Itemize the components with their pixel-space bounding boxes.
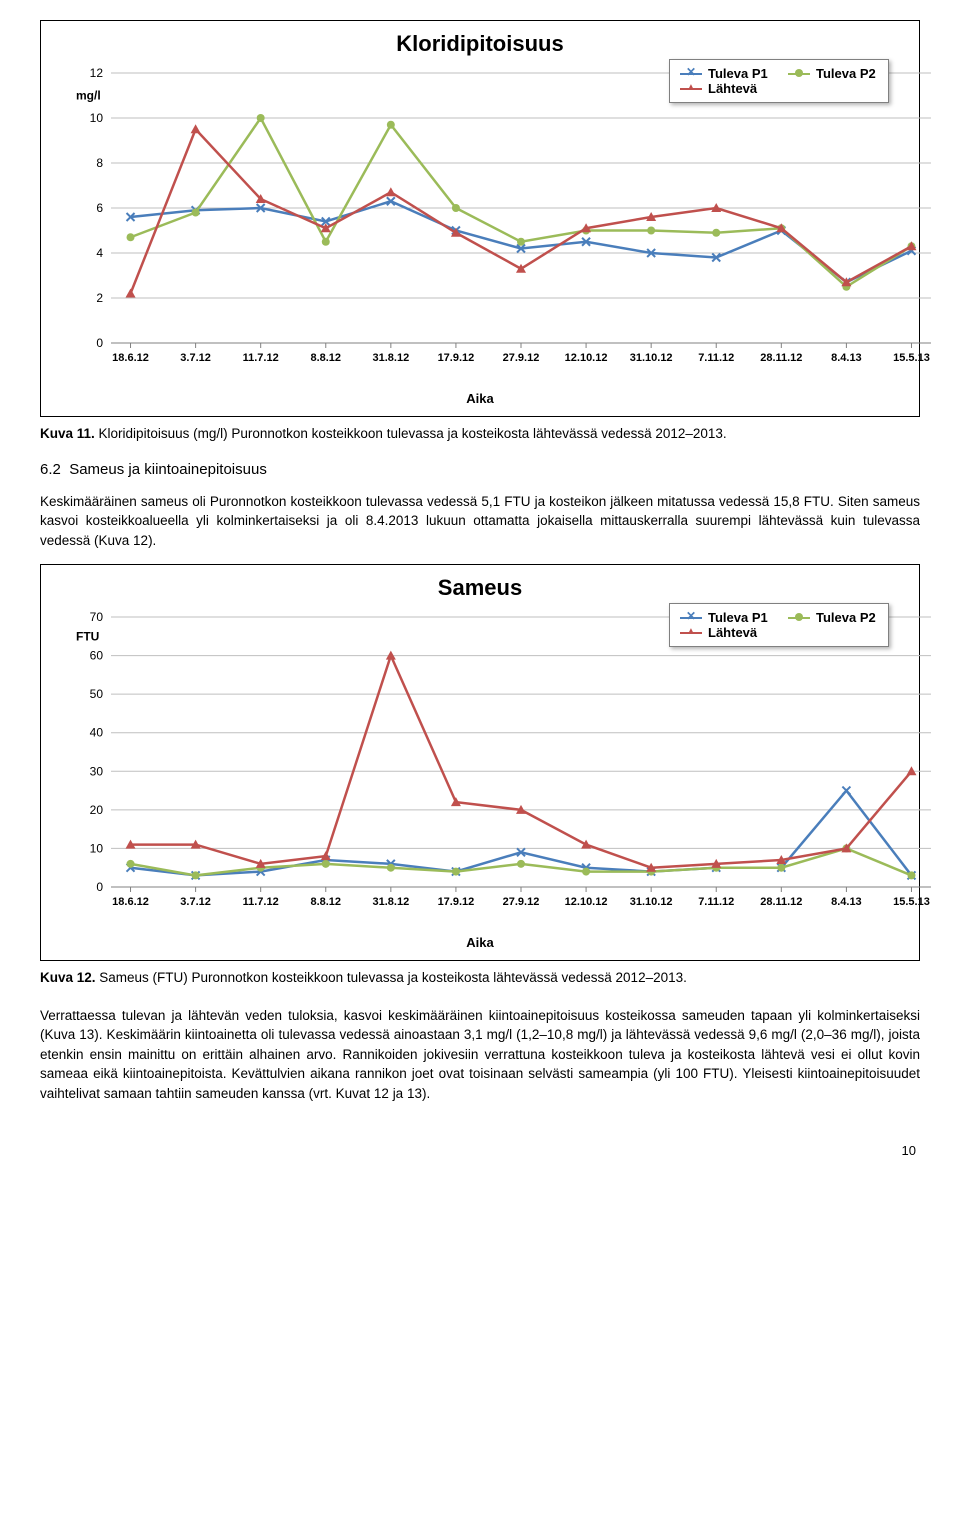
chart2-title: Sameus (61, 575, 899, 601)
svg-text:15.5.13: 15.5.13 (893, 352, 930, 364)
legend-lahteva: ▲ Lähtevä (680, 81, 770, 96)
triangle-marker-icon: ▲ (680, 88, 702, 90)
x-marker-icon: ✕ (680, 617, 702, 619)
section-title: Sameus ja kiintoainepitoisuus (69, 461, 267, 478)
caption-text: Kloridipitoisuus (mg/l) Puronnotkon kost… (95, 426, 727, 441)
svg-text:mg/l: mg/l (76, 89, 101, 103)
x-marker-icon: ✕ (680, 73, 702, 75)
svg-text:31.8.12: 31.8.12 (372, 896, 409, 908)
svg-text:4: 4 (96, 246, 103, 260)
caption-kuva12: Kuva 12. Sameus (FTU) Puronnotkon kostei… (40, 969, 920, 987)
chart2-legend: ✕ Tuleva P1 Tuleva P2 ▲ Lähtevä (669, 603, 889, 647)
page-number: 10 (40, 1143, 920, 1158)
svg-text:50: 50 (90, 688, 104, 702)
svg-text:30: 30 (90, 765, 104, 779)
chart1-legend: ✕ Tuleva P1 Tuleva P2 ▲ Lähtevä (669, 59, 889, 103)
chart2-plot: 0 10 20 30 40 50 60 70 FTU 18.6.12 3.7.12 11.7.12 8.… (61, 607, 899, 927)
legend-tuleva-p1: ✕ Tuleva P1 (680, 610, 770, 625)
svg-text:3.7.12: 3.7.12 (180, 352, 211, 364)
svg-text:15.5.13: 15.5.13 (893, 896, 930, 908)
svg-text:3.7.12: 3.7.12 (180, 896, 211, 908)
circle-marker-icon (788, 73, 810, 75)
svg-text:17.9.12: 17.9.12 (438, 896, 475, 908)
paragraph-2: Verrattaessa tulevan ja lähtevän veden t… (40, 1006, 920, 1104)
legend-label: Tuleva P2 (816, 66, 876, 81)
legend-label: Tuleva P1 (708, 610, 768, 625)
legend-label: Lähtevä (708, 81, 757, 96)
chart1-plot: 0 2 4 6 8 10 12 mg/l 18.6.12 3.7.12 11.7.12 8.8.12 3… (61, 63, 899, 383)
caption-text: Sameus (FTU) Puronnotkon kosteikkoon tul… (96, 970, 687, 985)
svg-text:8: 8 (96, 156, 103, 170)
svg-text:8.4.13: 8.4.13 (831, 896, 862, 908)
svg-text:8.8.12: 8.8.12 (310, 896, 341, 908)
svg-text:6: 6 (96, 201, 103, 215)
svg-text:11.7.12: 11.7.12 (243, 352, 279, 364)
svg-text:8.8.12: 8.8.12 (310, 352, 341, 364)
svg-text:0: 0 (96, 336, 103, 350)
caption-prefix: Kuva 11. (40, 426, 95, 441)
svg-text:8.4.13: 8.4.13 (831, 352, 862, 364)
chart1-x-axis-label: Aika (61, 391, 899, 406)
svg-text:28.11.12: 28.11.12 (760, 896, 802, 908)
svg-text:40: 40 (90, 726, 104, 740)
svg-text:27.9.12: 27.9.12 (503, 896, 540, 908)
svg-text:10: 10 (90, 842, 104, 856)
svg-text:17.9.12: 17.9.12 (438, 352, 475, 364)
svg-text:7.11.12: 7.11.12 (698, 896, 734, 908)
legend-tuleva-p1: ✕ Tuleva P1 (680, 66, 770, 81)
svg-text:31.10.12: 31.10.12 (630, 896, 673, 908)
legend-label: Lähtevä (708, 625, 757, 640)
svg-text:12.10.12: 12.10.12 (565, 896, 608, 908)
svg-text:7.11.12: 7.11.12 (698, 352, 734, 364)
triangle-marker-icon: ▲ (680, 632, 702, 634)
svg-text:31.10.12: 31.10.12 (630, 352, 673, 364)
svg-text:70: 70 (90, 610, 104, 624)
svg-text:2: 2 (96, 291, 103, 305)
svg-text:12: 12 (90, 66, 104, 80)
svg-text:20: 20 (90, 803, 104, 817)
legend-lahteva: ▲ Lähtevä (680, 625, 770, 640)
svg-text:18.6.12: 18.6.12 (112, 896, 149, 908)
legend-tuleva-p2: Tuleva P2 (788, 610, 878, 625)
chart1-title: Kloridipitoisuus (61, 31, 899, 57)
legend-label: Tuleva P2 (816, 610, 876, 625)
svg-text:60: 60 (90, 649, 104, 663)
svg-text:FTU: FTU (76, 630, 99, 644)
chart2-x-axis-label: Aika (61, 935, 899, 950)
section-heading: 6.2 Sameus ja kiintoainepitoisuus (40, 461, 920, 478)
svg-text:10: 10 (90, 111, 104, 125)
chart-kloridipitoisuus: Kloridipitoisuus ✕ Tuleva P1 Tuleva P2 ▲… (40, 20, 920, 417)
svg-text:12.10.12: 12.10.12 (565, 352, 608, 364)
caption-prefix: Kuva 12. (40, 970, 96, 985)
chart-sameus: Sameus ✕ Tuleva P1 Tuleva P2 ▲ Lähtevä 0… (40, 564, 920, 961)
svg-text:27.9.12: 27.9.12 (503, 352, 540, 364)
svg-text:28.11.12: 28.11.12 (760, 352, 802, 364)
legend-label: Tuleva P1 (708, 66, 768, 81)
paragraph-1: Keskimääräinen sameus oli Puronnotkon ko… (40, 492, 920, 551)
svg-text:18.6.12: 18.6.12 (112, 352, 149, 364)
circle-marker-icon (788, 617, 810, 619)
svg-text:0: 0 (96, 880, 103, 894)
section-number: 6.2 (40, 461, 61, 478)
caption-kuva11: Kuva 11. Kloridipitoisuus (mg/l) Puronno… (40, 425, 920, 443)
svg-text:11.7.12: 11.7.12 (243, 896, 279, 908)
svg-text:31.8.12: 31.8.12 (372, 352, 409, 364)
legend-tuleva-p2: Tuleva P2 (788, 66, 878, 81)
